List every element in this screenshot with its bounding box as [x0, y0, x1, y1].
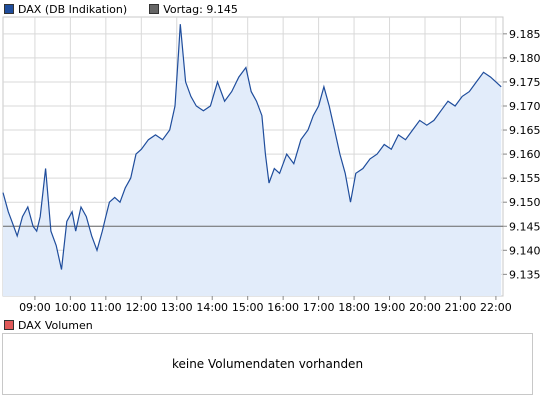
y-tick-label: 9.175 — [509, 76, 541, 89]
legend-label-previous-close: Vortag: 9.145 — [163, 2, 238, 16]
y-tick-label: 9.140 — [509, 244, 541, 257]
x-tick-label: 17:00 — [303, 301, 335, 314]
x-tick-label: 16:00 — [267, 301, 299, 314]
y-axis-ticks: 9.185 9.180 9.175 9.170 9.165 9.160 9.155 9.150… — [503, 28, 541, 281]
legend-swatch-previous-close — [149, 4, 160, 14]
x-axis-ticks: 09:00 10:00 11:00 12:00 13:00 14:00 15:00 16:00… — [19, 296, 512, 314]
x-tick-label: 18:00 — [338, 301, 370, 314]
y-tick-label: 9.170 — [509, 100, 541, 113]
y-tick-label: 9.155 — [509, 172, 541, 185]
x-tick-label: 22:00 — [480, 301, 512, 314]
x-tick-label: 19:00 — [374, 301, 406, 314]
x-tick-label: 13:00 — [161, 301, 193, 314]
x-tick-label: 15:00 — [232, 301, 264, 314]
volume-empty-message: keine Volumendaten vorhanden — [171, 357, 364, 371]
price-chart: 9.185 9.180 9.175 9.170 9.165 9.160 9.155 9.150… — [2, 16, 541, 314]
x-tick-label: 10:00 — [55, 301, 87, 314]
x-tick-label: 20:00 — [409, 301, 441, 314]
legend-item-main: DAX (DB Indikation) — [4, 3, 127, 16]
chart-legend: DAX (DB Indikation) Vortag: 9.145 — [4, 2, 260, 16]
y-tick-label: 9.135 — [509, 268, 541, 281]
legend-label-main: DAX (DB Indikation) — [18, 2, 128, 16]
y-tick-label: 9.165 — [509, 124, 541, 137]
x-tick-label: 09:00 — [19, 301, 51, 314]
y-tick-label: 9.185 — [509, 28, 541, 41]
x-tick-label: 21:00 — [445, 301, 477, 314]
y-tick-label: 9.145 — [509, 220, 541, 233]
x-tick-label: 11:00 — [90, 301, 122, 314]
price-area-fill — [3, 24, 502, 296]
x-tick-label: 14:00 — [196, 301, 228, 314]
price-line — [2, 24, 502, 270]
volume-panel: keine Volumendaten vorhanden — [2, 333, 533, 395]
legend-swatch-main — [4, 4, 14, 14]
y-tick-label: 9.160 — [509, 148, 541, 161]
x-tick-label: 12:00 — [125, 301, 157, 314]
volume-legend: DAX Volumen — [4, 318, 93, 332]
legend-item-previous-close: Vortag: 9.145 — [149, 3, 238, 16]
y-tick-label: 9.150 — [509, 196, 541, 209]
legend-label-volume: DAX Volumen — [18, 318, 93, 332]
y-tick-label: 9.180 — [509, 52, 541, 65]
legend-swatch-volume — [4, 320, 14, 330]
